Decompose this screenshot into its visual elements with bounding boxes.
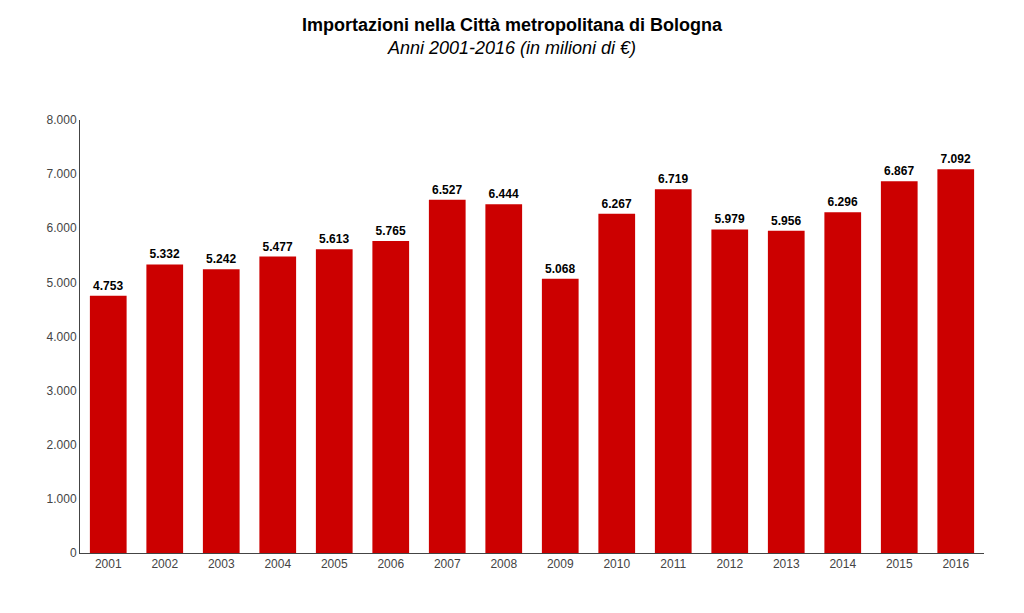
svg-text:5.613: 5.613 [319,232,349,246]
svg-text:2009: 2009 [547,557,574,571]
svg-text:1.000: 1.000 [47,492,77,506]
svg-text:7.092: 7.092 [941,152,971,166]
svg-text:Importazioni nella Città metro: Importazioni nella Città metropolitana d… [302,15,723,58]
svg-text:5.477: 5.477 [263,240,293,254]
svg-text:2015: 2015 [886,557,913,571]
svg-text:2001: 2001 [95,557,122,571]
svg-text:6.000: 6.000 [47,221,77,235]
svg-text:6.719: 6.719 [658,172,688,186]
svg-text:2005: 2005 [321,557,348,571]
svg-text:2002: 2002 [151,557,178,571]
svg-text:6.296: 6.296 [828,195,858,209]
svg-text:5.979: 5.979 [715,212,745,226]
svg-text:6.444: 6.444 [489,187,519,201]
svg-text:2006: 2006 [377,557,404,571]
svg-text:3.000: 3.000 [47,384,77,398]
svg-text:2012: 2012 [716,557,743,571]
svg-text:2014: 2014 [829,557,856,571]
svg-text:2010: 2010 [603,557,630,571]
svg-text:7.000: 7.000 [47,167,77,181]
svg-text:2011: 2011 [660,557,686,571]
svg-text:5.000: 5.000 [47,276,77,290]
svg-text:4.000: 4.000 [47,330,77,344]
svg-text:5.242: 5.242 [206,252,236,266]
svg-text:4.753: 4.753 [93,279,123,293]
svg-text:8.000: 8.000 [47,113,77,127]
svg-text:6.267: 6.267 [602,197,632,211]
svg-text:5.765: 5.765 [376,224,406,238]
svg-text:5.956: 5.956 [771,214,801,228]
svg-text:2003: 2003 [208,557,235,571]
svg-text:2016: 2016 [942,557,969,571]
svg-text:6.867: 6.867 [884,164,914,178]
svg-text:2013: 2013 [773,557,800,571]
svg-text:6.527: 6.527 [432,183,462,197]
svg-text:2.000: 2.000 [47,438,77,452]
svg-text:2008: 2008 [490,557,517,571]
svg-text:2004: 2004 [264,557,291,571]
svg-text:5.332: 5.332 [150,247,180,261]
svg-text:2007: 2007 [434,557,461,571]
svg-text:0: 0 [70,546,77,560]
svg-text:5.068: 5.068 [545,262,575,276]
